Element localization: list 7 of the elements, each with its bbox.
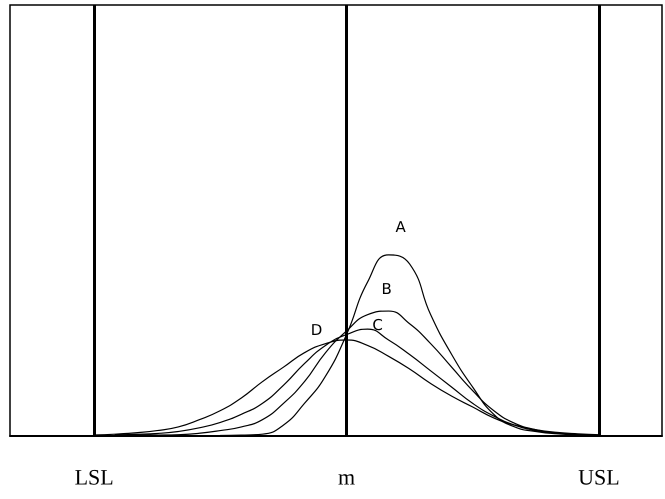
annotation: D <box>310 321 322 340</box>
x-tick-label: m <box>338 464 356 490</box>
annotation: B <box>381 280 392 298</box>
x-tick-label: USL <box>578 464 620 490</box>
annotation: C <box>372 316 383 334</box>
text: A <box>395 218 406 236</box>
x-tick-label: LSL <box>74 464 114 490</box>
